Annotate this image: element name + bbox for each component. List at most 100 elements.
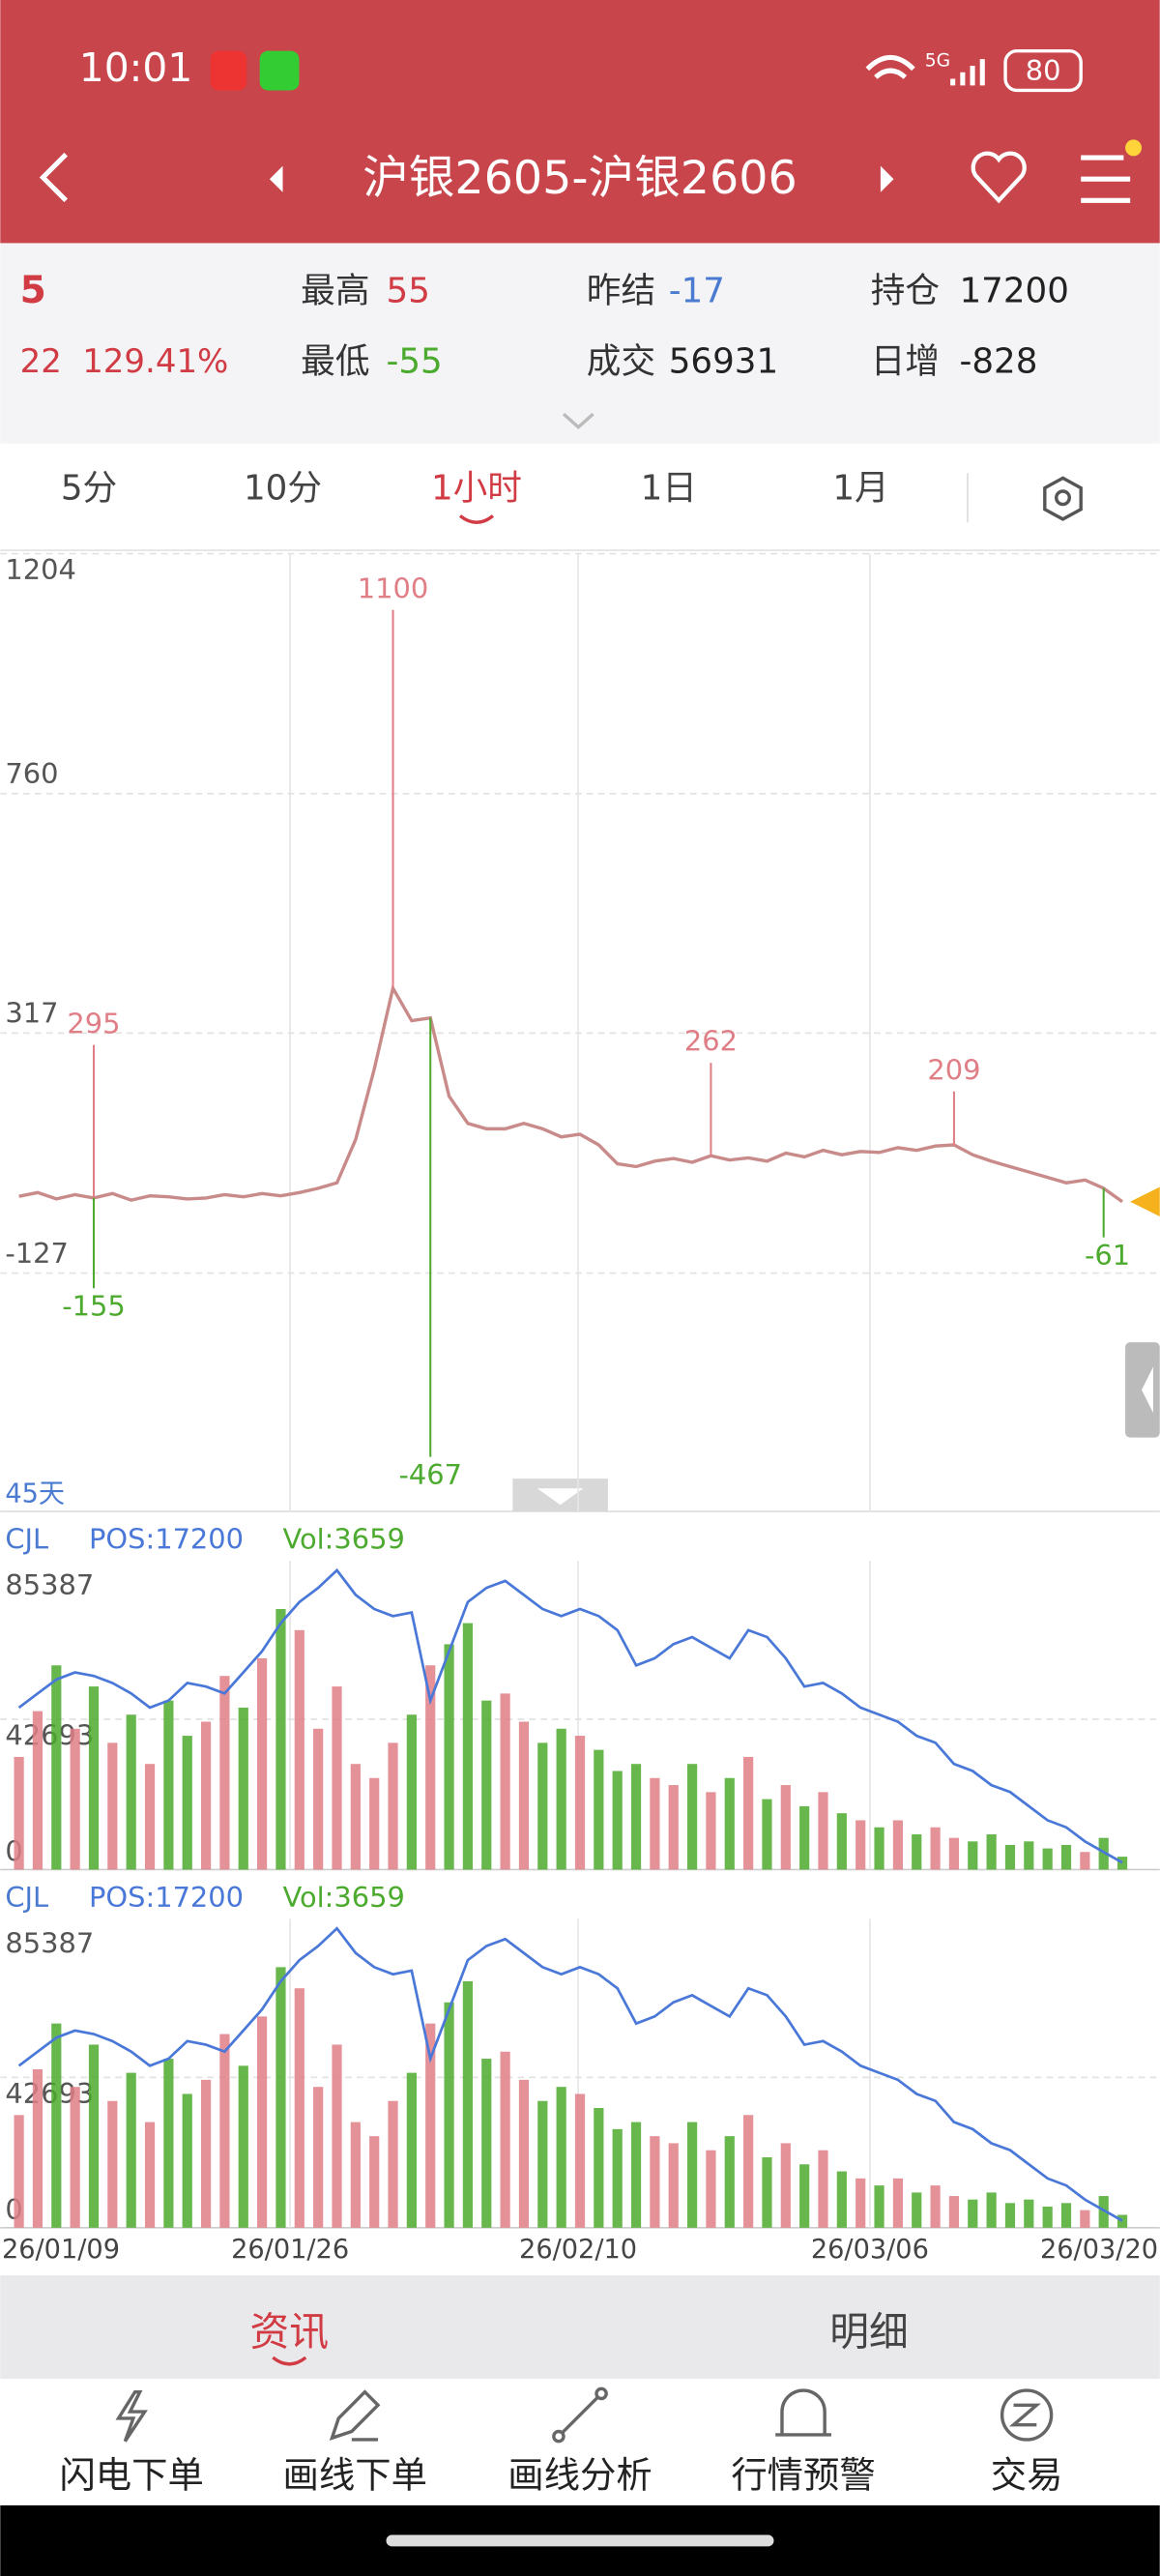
oi-label: 持仓	[871, 271, 940, 310]
volume-bar	[1116, 2214, 1128, 2228]
volume: 56931	[669, 341, 778, 381]
volume-bar	[968, 2199, 978, 2228]
line-icon	[552, 2429, 566, 2444]
volume-bar	[630, 2122, 642, 2228]
volume-bar	[369, 2136, 380, 2228]
volume-bar	[556, 1728, 566, 1870]
volume-bar	[912, 2192, 922, 2228]
legend-entry: Vol:3659	[282, 1523, 404, 1556]
volume-bar	[574, 2093, 586, 2228]
quote-panel	[0, 243, 1160, 444]
volume-bar	[276, 1608, 286, 1870]
volume-bar	[1042, 1848, 1053, 1870]
y-tick-label: 42693	[5, 2077, 94, 2110]
volume-bar	[1024, 1841, 1034, 1870]
line-icon	[557, 2392, 603, 2438]
volume-bar	[462, 1980, 474, 2228]
period-tab[interactable]: 1日	[641, 468, 697, 508]
period-tab[interactable]: 1小时	[431, 468, 522, 508]
prev-button[interactable]	[269, 165, 283, 192]
tab[interactable]: 明细	[829, 2308, 909, 2355]
high: 55	[387, 271, 430, 310]
volume-bar	[743, 2115, 754, 2228]
toolbar-button[interactable]: 行情预警	[731, 2454, 875, 2497]
volume-bar	[332, 2044, 342, 2228]
volume-bar	[594, 2108, 604, 2228]
volume-bar	[1060, 1844, 1072, 1870]
volume-bar	[32, 1711, 44, 1870]
trade-icon	[1000, 2388, 1054, 2442]
volume-bar	[1042, 2206, 1053, 2228]
volume-bar	[332, 1686, 342, 1870]
y-tick-label: -127	[5, 1237, 69, 1270]
x-tick-label: 26/02/10	[519, 2235, 637, 2265]
volume-bar	[1116, 1857, 1128, 1870]
home-indicator[interactable]	[386, 2534, 774, 2547]
toolbar-button[interactable]: 画线下单	[283, 2454, 427, 2497]
period-indicator	[458, 514, 495, 524]
volume-bar	[968, 1841, 978, 1870]
favorite-button[interactable]	[971, 151, 1027, 204]
volume-bar	[706, 2150, 716, 2228]
volume-bar	[836, 1813, 847, 1870]
last-price-marker	[1130, 1186, 1160, 1217]
volume-bar	[874, 1827, 884, 1870]
toolbar-button[interactable]: 画线分析	[508, 2454, 652, 2497]
position-line	[17, 1926, 1123, 2222]
volume-bar	[107, 1742, 118, 1870]
toolbar-button[interactable]: 闪电下单	[59, 2454, 203, 2497]
signal-icon	[950, 59, 985, 86]
volume-bar	[668, 1785, 679, 1870]
volume-bar	[51, 2023, 62, 2228]
volume-bar	[70, 2087, 80, 2228]
volume-bar	[163, 1700, 174, 1870]
volume-bar	[350, 1764, 361, 1870]
volume-bar	[444, 1644, 454, 1870]
volume-bar	[425, 1665, 436, 1870]
volume-bar	[912, 1834, 922, 1870]
prev-label: 昨结	[587, 271, 655, 310]
volume-bar	[1080, 1852, 1090, 1870]
settings-button[interactable]	[1043, 476, 1083, 521]
volume-bar	[686, 1764, 698, 1870]
network-label: 5G	[925, 50, 950, 71]
battery-icon	[1003, 48, 1083, 93]
volume-bar	[14, 1756, 24, 1870]
back-button[interactable]	[39, 152, 69, 203]
period-tab[interactable]: 1月	[832, 468, 888, 508]
extreme-label: 295	[67, 1007, 120, 1039]
volume-bar	[369, 1777, 380, 1870]
volume-bar	[1080, 2210, 1090, 2228]
volume-bar	[724, 1777, 735, 1870]
quote: 5 22 129.41% 最高 55 最低 -55 昨结 -17 成交 5693…	[20, 269, 1069, 382]
extreme-label: 1100	[358, 571, 428, 604]
volume-bar	[1098, 1837, 1109, 1870]
x-tick-label: 26/03/20	[1040, 2235, 1158, 2265]
volume-bar	[874, 2185, 884, 2228]
volume-bar	[612, 2128, 623, 2228]
volume-bar	[500, 1693, 510, 1870]
volume-bar	[126, 1714, 136, 1870]
expand-button[interactable]	[562, 412, 594, 430]
change-pct: 129.41%	[82, 342, 228, 381]
collapse-arrow	[536, 1488, 584, 1506]
period-tab[interactable]: 10分	[244, 468, 322, 508]
volume-bar	[70, 1728, 80, 1870]
next-button[interactable]	[880, 165, 894, 192]
header-bg	[0, 0, 1160, 244]
period-tab[interactable]: 5分	[61, 468, 117, 508]
volume-bar	[836, 2171, 847, 2228]
volume-bar	[986, 1834, 997, 1870]
contract-title: 沪银2605-沪银2606	[362, 152, 798, 205]
tab[interactable]: 资讯	[250, 2308, 330, 2355]
menu-button[interactable]	[1081, 155, 1131, 203]
prev: -17	[669, 271, 725, 310]
volume-bar	[406, 1714, 417, 1870]
toolbar-button[interactable]: 交易	[991, 2454, 1063, 2497]
volume-bar	[780, 2143, 791, 2228]
volume-bar	[818, 1792, 828, 1870]
tab-bar	[0, 2275, 1160, 2380]
volume-bar	[350, 2122, 361, 2228]
x-tick-label: 26/01/26	[231, 2235, 349, 2265]
y-tick-label: 1204	[5, 553, 76, 586]
